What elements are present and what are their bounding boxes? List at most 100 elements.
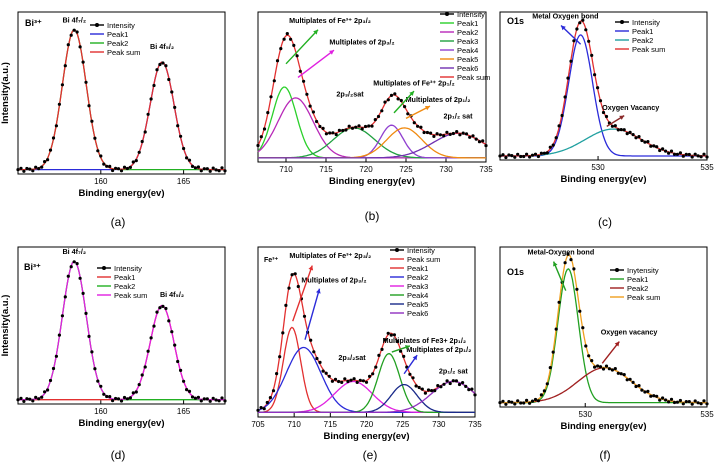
data-point [646,389,650,393]
data-point [649,394,653,398]
data-point [439,385,443,389]
data-point [664,149,668,153]
data-point [179,368,183,372]
data-point [298,69,302,73]
data-point [625,378,629,382]
x-axis-label: Binding energy(ev) [329,176,415,187]
series-line-peak2 [257,97,486,159]
data-point [266,111,270,115]
plot-frame [17,246,226,405]
data-point [361,379,365,383]
legend-marker [102,266,106,270]
x-tick-label: 735 [468,420,482,429]
data-point [575,27,579,31]
data-point [598,365,603,369]
arrow-head [409,91,414,96]
data-point [90,119,94,123]
arrow-head [405,345,410,350]
data-point [522,401,526,405]
legend-entry: Intensity [632,18,660,27]
legend-entry: Peak2 [114,282,135,291]
data-point [187,389,192,393]
data-point [477,140,482,144]
data-point [705,402,709,406]
peak-annotation: 2p₃/₂sat [336,90,364,99]
peak-annotation: Multiplates of Fe³⁺ 2p₃/₂ [289,16,371,25]
data-point [536,154,541,159]
data-point [684,400,688,404]
x-tick-label: 705 [251,420,265,429]
legend-entry: Peak2 [107,39,128,48]
data-point [43,160,47,164]
data-point [578,21,582,25]
legend-entry: Peak3 [407,282,428,291]
data-point [566,252,570,256]
data-point [155,68,159,72]
data-point [658,148,662,153]
data-point [414,384,418,388]
data-point [640,388,644,392]
data-point [60,314,64,318]
data-point [380,109,384,113]
data-point [131,391,135,395]
data-point [616,371,620,375]
data-point [406,112,410,116]
data-point [678,398,683,403]
annotation-arrow [292,265,313,322]
x-tick-label: 535 [700,410,714,419]
data-point [367,124,371,128]
peak-annotation: Metal-Oxygen bond [528,247,595,256]
annotation-arrow [285,29,319,65]
data-point [471,134,475,138]
data-point [363,124,368,129]
data-point [259,135,263,139]
data-point [96,379,100,383]
data-point [114,166,118,170]
data-point [705,155,709,159]
data-point [25,397,29,401]
data-point [563,95,567,99]
data-point [675,400,680,404]
data-point [545,382,549,386]
data-point [528,401,532,405]
data-point [324,371,328,375]
data-point [519,154,523,159]
data-point [386,98,390,102]
data-point [389,93,394,97]
data-point [28,167,32,171]
annotation-arrow [601,341,620,364]
data-point [578,309,582,313]
data-point [655,394,659,398]
data-point [403,105,407,109]
plot-frame [499,11,708,161]
data-point [116,167,121,171]
peak-annotation: Multiplates of Fe3+ 2p₁/₂ [383,336,466,345]
data-point [182,146,186,151]
data-point [214,398,218,402]
data-point [572,267,576,271]
data-point [664,398,668,402]
data-point [337,128,341,132]
data-point [341,128,345,133]
data-point [309,338,313,342]
data-point [461,381,465,385]
y-axis-label: Intensity(a.u.) [0,62,11,124]
peak-annotation: 2p₁/₂ sat [444,111,474,120]
plot-frame [257,246,476,418]
x-tick-label: 710 [279,165,293,174]
data-point [696,154,700,158]
data-point [516,152,520,156]
data-point [542,151,547,155]
panel-caption: (d) [111,448,126,462]
data-point [649,144,653,148]
data-point [72,28,76,32]
data-point [334,132,338,137]
data-point [702,152,706,156]
data-point [581,326,585,330]
data-point [616,128,620,132]
data-point [470,387,474,391]
x-tick-label: 165 [177,407,191,416]
data-point [167,77,171,82]
data-point [358,378,362,382]
data-point [457,382,462,387]
